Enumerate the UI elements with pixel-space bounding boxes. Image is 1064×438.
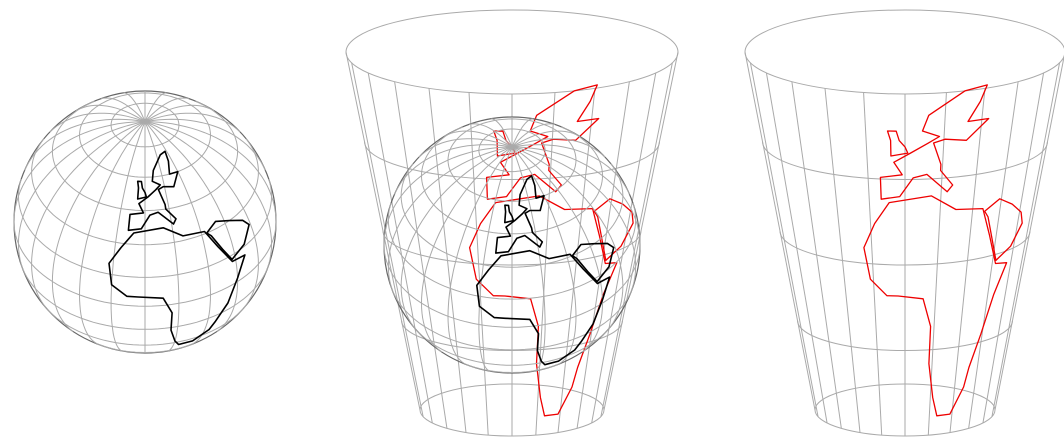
meridian — [49, 112, 146, 133]
meridian — [400, 146, 513, 331]
meridian — [78, 121, 146, 345]
parallel — [17, 178, 273, 278]
meridian — [511, 138, 606, 158]
top-rim — [345, 9, 679, 95]
landmass — [136, 180, 148, 200]
landmass — [593, 198, 634, 262]
landmass — [984, 198, 1023, 262]
meridian — [101, 97, 146, 122]
meridian — [51, 121, 146, 332]
parallel — [478, 128, 546, 173]
meridian — [511, 130, 580, 148]
parallel — [31, 138, 259, 246]
parallel — [447, 118, 577, 202]
landmass — [127, 150, 179, 232]
cone-parallel — [779, 230, 1031, 266]
meridian — [511, 146, 637, 292]
parallel — [392, 290, 632, 351]
parallel — [110, 102, 180, 148]
meridian — [511, 146, 604, 353]
meridian — [17, 121, 146, 270]
cone-parallel — [797, 320, 1013, 351]
landmass — [504, 204, 515, 224]
landmass — [485, 84, 600, 200]
parallel — [78, 92, 212, 178]
globe — [13, 90, 277, 354]
meridian — [144, 121, 273, 270]
parallel — [466, 364, 558, 374]
parallel — [387, 202, 637, 300]
meridian — [144, 112, 241, 133]
parallel — [46, 308, 244, 346]
parallel — [22, 268, 268, 330]
meridian — [447, 146, 513, 366]
parallel — [13, 221, 277, 307]
meridian — [144, 121, 180, 352]
meridian — [144, 97, 189, 122]
meridian — [491, 118, 513, 148]
parallel — [415, 329, 609, 366]
landmass — [468, 195, 618, 417]
landmass — [476, 249, 611, 366]
meridian — [511, 146, 546, 372]
parallel — [383, 244, 641, 328]
meridian — [144, 121, 212, 345]
landmass — [879, 84, 990, 200]
meridian — [387, 146, 513, 292]
meridian — [123, 92, 146, 122]
top-rim — [744, 9, 1064, 95]
meridian — [444, 130, 513, 148]
meridian — [144, 92, 167, 122]
meridian — [144, 104, 215, 123]
landmass — [495, 175, 545, 254]
landmass — [571, 242, 615, 283]
meridian — [144, 121, 239, 332]
meridian — [511, 123, 555, 148]
meridian — [110, 121, 146, 352]
cylinder — [744, 9, 1064, 437]
cone-parallel — [762, 141, 1048, 180]
parallel — [51, 100, 239, 212]
landmass — [863, 195, 1008, 417]
meridian — [511, 118, 533, 148]
meridian — [511, 146, 577, 366]
landmass — [886, 130, 909, 157]
parallel — [400, 163, 624, 268]
meridian — [418, 138, 513, 158]
parallel — [98, 344, 192, 354]
meridian — [75, 104, 146, 123]
meridian — [420, 146, 513, 353]
meridian — [469, 123, 513, 148]
landmass — [108, 227, 246, 346]
parallel — [420, 126, 604, 235]
meridian — [478, 146, 513, 372]
cylinder-with-globe — [345, 9, 679, 437]
meridian — [31, 121, 146, 309]
landmass — [206, 219, 250, 261]
